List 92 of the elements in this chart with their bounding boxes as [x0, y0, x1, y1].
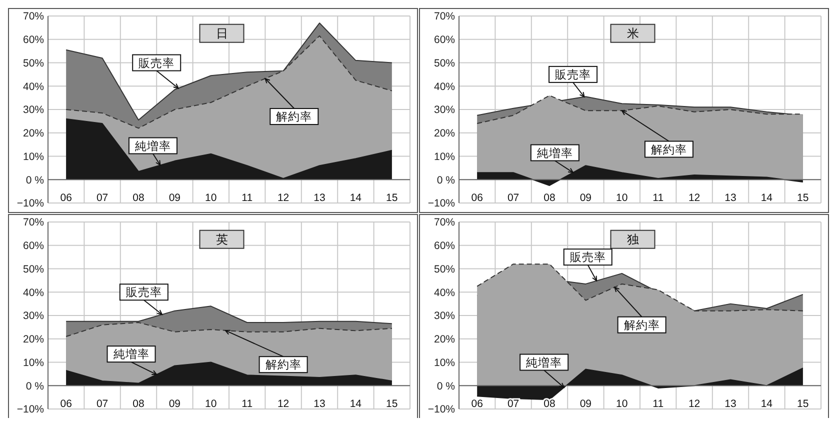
x-tick-label: 14 [760, 192, 773, 204]
x-tick-label: 07 [507, 192, 520, 204]
x-tick-label: 10 [616, 398, 628, 410]
x-tick-label: 09 [580, 398, 592, 410]
x-tick-label: 15 [386, 192, 398, 204]
y-tick-label: 10% [22, 356, 44, 369]
x-tick-label: 12 [688, 398, 700, 410]
x-tick-label: 11 [242, 192, 253, 204]
series-label: 販売率 [126, 285, 162, 300]
x-tick-label: 10 [205, 398, 217, 410]
y-tick-label: −10% [16, 404, 44, 416]
series-label: 純増率 [134, 138, 171, 153]
text: 独 [626, 232, 639, 247]
y-tick-label: 60% [22, 240, 44, 252]
y-tick-label: 60% [434, 34, 455, 46]
y-tick-label: 20% [434, 128, 455, 140]
x-tick-label: 15 [797, 192, 809, 204]
x-tick-label: 08 [544, 192, 556, 204]
x-tick-label: 15 [386, 398, 398, 410]
x-tick-label: 14 [760, 398, 773, 410]
x-tick-label: 15 [797, 398, 809, 410]
x-tick-label: 09 [168, 192, 181, 204]
y-tick-label: 70% [434, 216, 455, 229]
y-tick-label: 50% [22, 57, 44, 70]
text: 英 [216, 232, 228, 247]
x-tick-label: 06 [471, 192, 484, 204]
y-tick-label: 10% [22, 150, 44, 163]
y-tick-label: −10% [428, 198, 455, 210]
x-tick-label: 14 [350, 192, 362, 204]
y-tick-label: 30% [434, 310, 455, 322]
y-tick-label: 30% [434, 104, 455, 116]
x-tick-label: 12 [688, 192, 700, 204]
text: 米 [626, 26, 639, 41]
y-tick-label: 40% [434, 80, 455, 93]
y-tick-label: 20% [22, 334, 44, 346]
x-tick-label: 13 [724, 192, 736, 204]
y-tick-label: 40% [22, 286, 44, 299]
y-tick-label: 70% [22, 10, 44, 23]
x-tick-label: 12 [277, 192, 290, 204]
y-tick-label: 40% [434, 286, 455, 299]
y-tick-label: 50% [434, 57, 455, 70]
y-tick-label: 70% [22, 216, 44, 229]
series-label: 解約率 [276, 110, 312, 124]
x-tick-label: 11 [242, 398, 253, 410]
x-tick-label: 11 [652, 398, 664, 410]
series-label: 純増率 [526, 355, 562, 370]
x-tick-label: 06 [60, 398, 72, 410]
y-tick-label: −10% [16, 198, 44, 210]
x-tick-label: 10 [205, 192, 217, 204]
x-tick-label: 09 [580, 192, 592, 204]
x-tick-label: 09 [168, 398, 181, 410]
y-tick-label: 20% [434, 334, 455, 346]
x-tick-label: 12 [277, 398, 290, 410]
y-tick-label: 0 % [436, 174, 455, 186]
series-label: 純増率 [113, 347, 150, 362]
series-label: 純増率 [536, 146, 573, 160]
y-tick-label: 10% [434, 356, 455, 369]
y-tick-label: 60% [22, 34, 44, 46]
x-tick-label: 14 [350, 398, 362, 410]
y-tick-label: 30% [22, 310, 44, 322]
x-tick-label: 07 [96, 398, 108, 410]
y-tick-label: 10% [434, 150, 455, 163]
series-label: 販売率 [138, 56, 175, 70]
x-tick-label: 10 [616, 192, 628, 204]
y-tick-label: 0 % [436, 380, 455, 392]
x-tick-label: 08 [132, 192, 144, 204]
series-label: 解約率 [624, 318, 660, 332]
y-tick-label: 20% [22, 128, 44, 140]
text: 日 [216, 26, 228, 41]
series-label: 解約率 [650, 142, 687, 156]
x-tick-label: 11 [652, 192, 664, 204]
series-label: 解約率 [265, 358, 302, 372]
series-label: 販売率 [570, 250, 606, 264]
x-tick-label: 07 [96, 192, 108, 204]
y-tick-label: 50% [434, 263, 455, 276]
y-tick-label: 40% [22, 80, 44, 93]
x-tick-label: 08 [132, 398, 144, 410]
y-tick-label: 0 % [26, 380, 44, 392]
y-tick-label: 50% [22, 263, 44, 276]
x-tick-label: 06 [60, 192, 72, 204]
series-label: 販売率 [555, 67, 592, 82]
y-tick-label: 70% [434, 10, 455, 23]
y-tick-label: 60% [434, 240, 455, 252]
x-tick-label: 13 [314, 192, 326, 204]
x-tick-label: 07 [507, 398, 520, 410]
y-tick-label: 30% [22, 104, 44, 116]
y-tick-label: 0 % [26, 174, 44, 186]
x-tick-label: 08 [544, 398, 556, 410]
x-tick-label: 13 [724, 398, 736, 410]
y-tick-label: −10% [428, 404, 455, 416]
x-tick-label: 13 [314, 398, 326, 410]
x-tick-label: 06 [471, 398, 484, 410]
